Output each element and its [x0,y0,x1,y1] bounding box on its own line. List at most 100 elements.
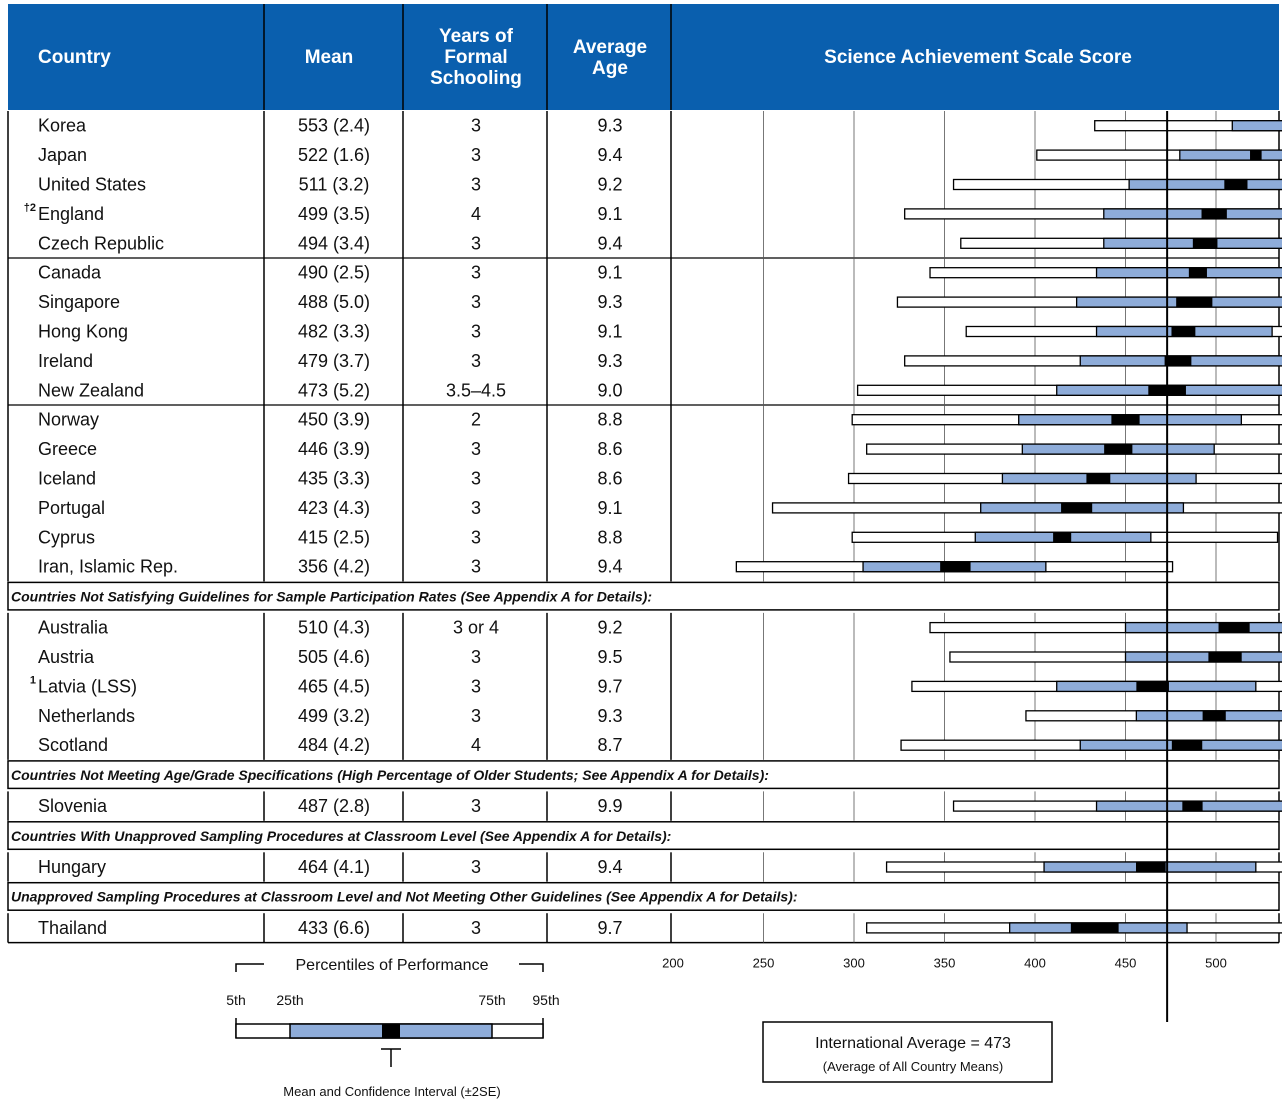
row-mean: 494 (3.4) [298,233,370,253]
row-age: 9.4 [597,557,622,577]
average-box-line2: (Average of All Country Means) [823,1059,1003,1074]
row-age: 8.7 [597,735,622,755]
mean-ci-box [1171,740,1203,751]
row-years: 3 [471,676,481,696]
row-age: 9.1 [597,204,622,224]
row-mean: 473 (5.2) [298,380,370,400]
average-box-line1: International Average = 473 [815,1035,1011,1052]
row-age: 9.4 [597,857,622,877]
legend-label-5th: 5th [226,992,245,1008]
row-age: 9.3 [597,116,622,136]
percentile-bars [735,120,1282,934]
mean-ci-box [1053,532,1072,543]
row-country: Iceland [38,469,96,489]
header-bar [8,4,1279,110]
iqr-bar [1179,149,1282,161]
row-mean: 484 (4.2) [298,735,370,755]
section-title: Countries Not Satisfying Guidelines for … [11,588,652,604]
row-years: 2 [471,410,481,430]
iqr-bar [1124,621,1282,634]
row-years: 3 [471,263,481,283]
row-age: 8.6 [597,469,622,489]
mean-ci-box [1182,801,1203,812]
mean-ci-box [1192,238,1218,249]
row-mean: 553 (2.4) [298,116,370,136]
row-country: Cyprus [38,527,95,547]
row-mean: 490 (2.5) [298,263,370,283]
row-footnote: †2 [24,202,36,214]
row-age: 9.1 [597,322,622,342]
x-axis-ticks: 2002503003504004505005506006507007508008… [662,956,1227,971]
row-years: 3 [471,706,481,726]
header-scale: Science Achievement Scale Score [824,47,1132,68]
row-age: 9.9 [597,796,622,816]
iqr-bar [1231,120,1282,132]
row-footnote: 1 [30,674,36,686]
row-years: 3 [471,292,481,312]
mean-ci-box [1111,414,1140,425]
row-age: 9.0 [597,380,622,400]
row-country: Hungary [38,857,106,877]
mean-ci-box [1208,652,1242,662]
row-age: 9.3 [597,351,622,371]
iqr-bar [1124,651,1282,663]
row-mean: 482 (3.3) [298,322,370,342]
legend-label-75th: 75th [478,992,505,1008]
row-country: New Zealand [38,380,144,400]
row-age: 9.3 [597,706,622,726]
section-header [7,821,1280,851]
row-mean: 435 (3.3) [298,469,370,489]
row-age: 9.1 [597,263,622,283]
row-age: 9.4 [597,145,622,165]
row-years: 3 [471,145,481,165]
row-country: Greece [38,439,97,459]
legend-mean-box [382,1024,400,1038]
row-country: Latvia (LSS) [38,676,137,696]
row-years: 3 [471,498,481,518]
row-country: Canada [38,263,102,283]
row-country: Australia [38,618,109,638]
row-mean: 465 (4.5) [298,676,370,696]
row-age: 9.7 [597,676,622,696]
header-years-line2: Formal [444,47,507,68]
row-years: 3 [471,351,481,371]
row-mean: 464 (4.1) [298,857,370,877]
mean-ci-box [1176,297,1213,308]
section-header [7,881,1280,911]
legend-bracket-left [235,963,264,972]
legend-label-25th: 25th [276,992,303,1008]
row-country: Portugal [38,498,105,518]
row-mean: 510 (4.3) [298,618,370,638]
header-age-line1: Average [573,37,647,58]
row-country: United States [38,175,146,195]
row-age: 9.1 [597,498,622,518]
row-mean: 511 (3.2) [299,175,370,195]
mean-ci-box [1136,681,1169,692]
header-country: Country [38,47,111,68]
header-mean: Mean [305,47,354,68]
grid-lines [763,111,1217,943]
row-country: Singapore [38,292,120,312]
row-years: 3 [471,439,481,459]
iqr-bar [1128,178,1282,191]
row-years: 3 [471,233,481,253]
row-years: 3 [471,322,481,342]
row-country: Japan [38,145,87,165]
legend-ci-marker [381,1048,401,1067]
whisker-bar [1094,120,1282,132]
row-country: Scotland [38,735,108,755]
average-box [762,1021,1053,1083]
x-tick-label: 250 [753,956,775,971]
mean-ci-box [1250,150,1262,161]
row-age: 9.3 [597,292,622,312]
row-mean: 488 (5.0) [298,292,370,312]
row-age: 9.5 [597,647,622,667]
row-country: Czech Republic [38,233,164,253]
row-country: Iran, Islamic Rep. [38,557,178,577]
row-mean: 479 (3.7) [298,351,370,371]
header-years-line1: Years of [439,26,514,47]
row-years: 3 [471,527,481,547]
row-mean: 450 (3.9) [298,410,370,430]
mean-ci-box [1104,444,1133,455]
mean-ci-box [940,561,971,572]
